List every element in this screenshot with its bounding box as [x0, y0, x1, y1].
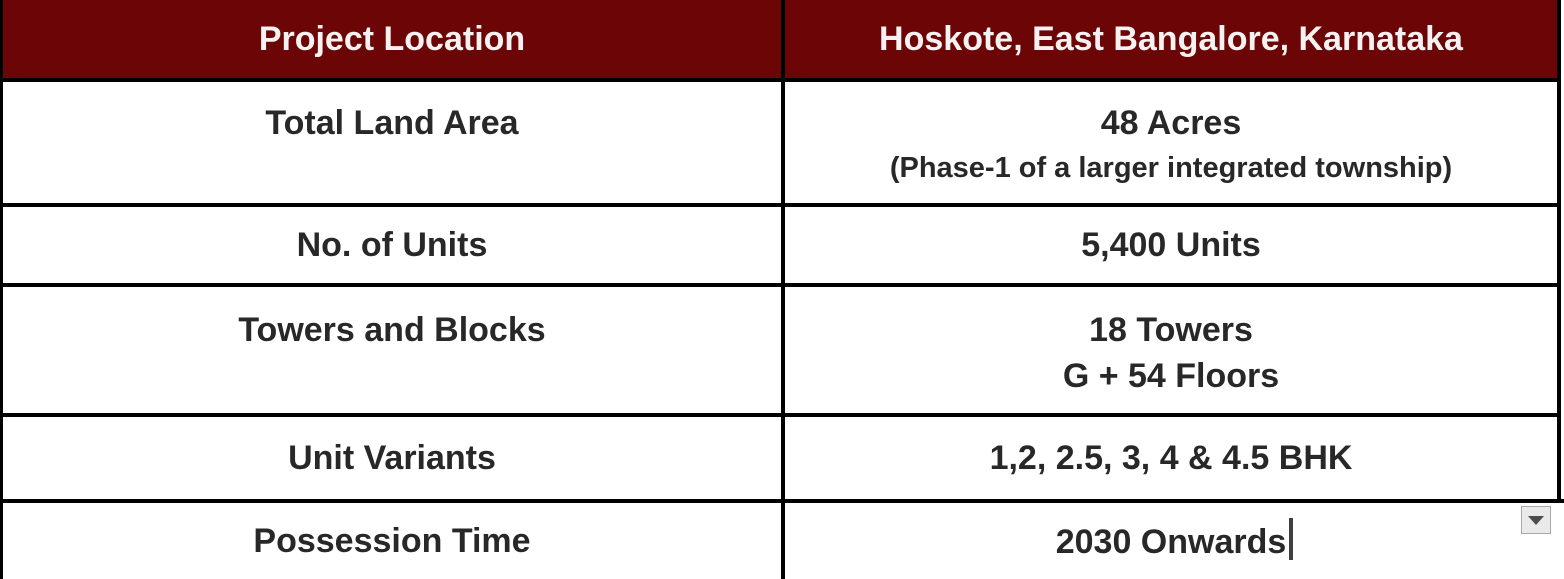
header-cell-project-location[interactable]: Project Location — [3, 0, 785, 78]
row-value: 5,400 Units — [1081, 226, 1261, 264]
value-cell-unit-variants[interactable]: 1,2, 2.5, 3, 4 & 4.5 BHK — [785, 417, 1557, 499]
value-cell-total-land-area[interactable]: 48 Acres (Phase-1 of a larger integrated… — [785, 82, 1557, 203]
value-cell-possession-time[interactable]: 2030 Onwards — [785, 503, 1564, 579]
project-details-table: Project Location Hoskote, East Bangalore… — [0, 0, 1561, 499]
row-label: Unit Variants — [288, 439, 496, 477]
text-caret — [1289, 517, 1294, 560]
table-row-no-of-units: No. of Units 5,400 Units — [3, 207, 1557, 287]
row-value: 48 Acres — [1100, 104, 1242, 142]
table-row-possession-time: Possession Time 2030 Onwards — [0, 503, 1564, 579]
label-cell-total-land-area[interactable]: Total Land Area — [3, 82, 785, 203]
header-value: Hoskote, East Bangalore, Karnataka — [879, 20, 1463, 58]
possession-value-text: 2030 Onwards — [1055, 522, 1287, 561]
row-divider-full-width — [0, 499, 1564, 503]
row-value: 18 Towers — [1089, 311, 1253, 349]
table-row-towers-and-blocks: Towers and Blocks 18 Towers G + 54 Floor… — [3, 287, 1557, 417]
header-cell-location-value[interactable]: Hoskote, East Bangalore, Karnataka — [785, 0, 1557, 78]
label-cell-towers-and-blocks[interactable]: Towers and Blocks — [3, 287, 785, 413]
row-value: 1,2, 2.5, 3, 4 & 4.5 BHK — [989, 439, 1353, 477]
value-cell-towers-and-blocks[interactable]: 18 Towers G + 54 Floors — [785, 287, 1557, 413]
arrow-down-icon — [1528, 515, 1544, 525]
row-label: Total Land Area — [265, 104, 519, 142]
row-value-secondary: (Phase-1 of a larger integrated township… — [889, 152, 1453, 184]
scroll-down-button[interactable] — [1521, 506, 1551, 534]
label-cell-no-of-units[interactable]: No. of Units — [3, 207, 785, 283]
row-label: Possession Time — [253, 522, 531, 560]
table-row-total-land-area: Total Land Area 48 Acres (Phase-1 of a l… — [3, 82, 1557, 207]
label-cell-possession-time[interactable]: Possession Time — [3, 503, 785, 579]
row-label: No. of Units — [296, 226, 488, 264]
header-label: Project Location — [258, 20, 526, 58]
row-value-secondary: G + 54 Floors — [1062, 357, 1280, 395]
value-cell-no-of-units[interactable]: 5,400 Units — [785, 207, 1557, 283]
table-header-row: Project Location Hoskote, East Bangalore… — [3, 0, 1557, 82]
row-value: 2030 Onwards — [1055, 517, 1294, 565]
table-row-unit-variants: Unit Variants 1,2, 2.5, 3, 4 & 4.5 BHK — [3, 417, 1557, 499]
label-cell-unit-variants[interactable]: Unit Variants — [3, 417, 785, 499]
row-label: Towers and Blocks — [238, 311, 546, 349]
